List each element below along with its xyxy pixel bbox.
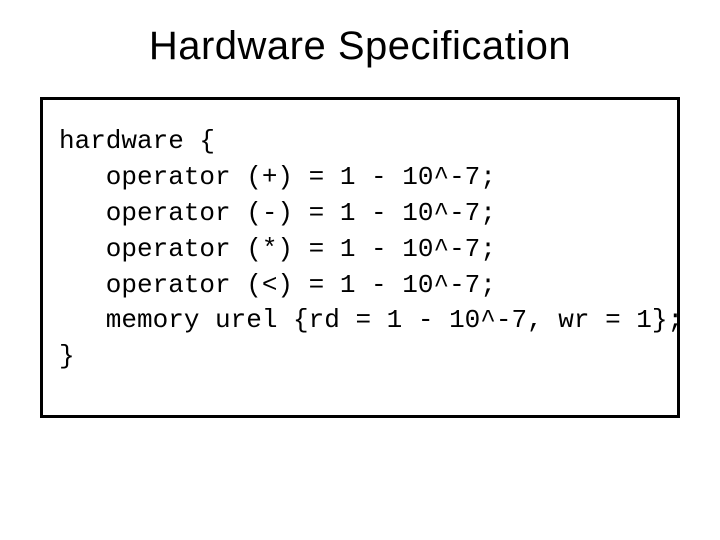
code-line-4: operator (<) = 1 - 10^-7; <box>59 268 661 304</box>
code-line-6: } <box>59 339 661 375</box>
slide-title: Hardware Specification <box>40 24 680 69</box>
code-line-2: operator (-) = 1 - 10^-7; <box>59 196 661 232</box>
code-box: hardware { operator (+) = 1 - 10^-7; ope… <box>40 97 680 418</box>
code-line-3: operator (*) = 1 - 10^-7; <box>59 232 661 268</box>
code-line-0: hardware { <box>59 124 661 160</box>
slide: Hardware Specification hardware { operat… <box>0 0 720 540</box>
code-line-1: operator (+) = 1 - 10^-7; <box>59 160 661 196</box>
code-line-5: memory urel {rd = 1 - 10^-7, wr = 1}; <box>59 303 661 339</box>
